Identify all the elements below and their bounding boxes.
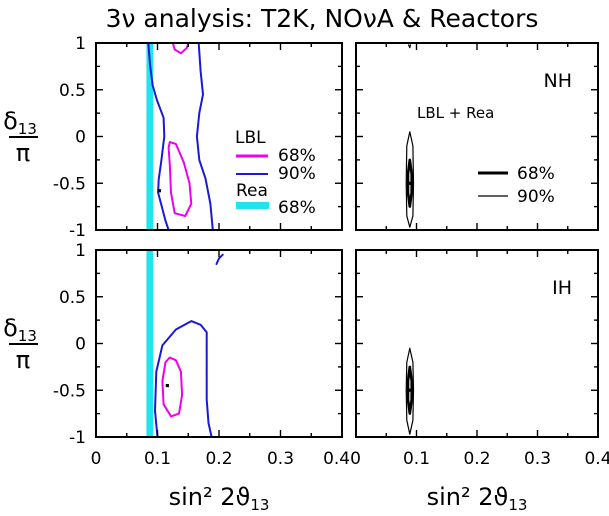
x-tick-label: 0.1 [403, 449, 430, 469]
y-axis-denominator: π [16, 346, 30, 374]
best-fit-point [157, 189, 161, 193]
figure-title: 3ν analysis: T2K, NOνA & Reactors [106, 4, 539, 33]
panel-1: 1 0.5 0 -0.5 -1 [53, 34, 343, 241]
y-axis-numerator: δ13 [3, 314, 37, 345]
x-tick-label: 0.1 [144, 449, 171, 469]
reactor-band [146, 43, 154, 230]
legend-combined-label: LBL + Rea [417, 104, 494, 122]
combined-68-contour [406, 158, 413, 208]
panel-2: NH [355, 42, 599, 231]
lbl-90-contour [154, 320, 213, 438]
legend-rea-swatch [236, 202, 269, 209]
x-axis-title-left: sin² 2ϑ13 [169, 483, 270, 514]
y-tick-label: -1 [69, 428, 86, 448]
y-tick-label: 0.5 [59, 81, 86, 101]
x-tick-label: 0.2 [205, 449, 232, 469]
x-tick-label: 0 [91, 449, 102, 469]
combined-90-contour [408, 44, 411, 49]
lbl-68-contour [167, 141, 193, 217]
panel-4: IH [355, 249, 599, 438]
panel-frame [95, 249, 343, 438]
hierarchy-label: NH [544, 70, 573, 92]
combined-90-contour [405, 131, 415, 228]
y-tick-label: 0 [75, 128, 86, 148]
best-fit-point [408, 388, 412, 392]
y-axis-numerator: δ13 [3, 107, 37, 138]
x-tick-label: 0.40 [323, 449, 361, 469]
panels-group: 1 0.5 0 -0.5 -1 NH 1 0.5 0 -0.5 -1 IH [53, 34, 599, 448]
lbl-68-contour [161, 356, 184, 418]
panel-3: 1 0.5 0 -0.5 -1 [53, 241, 343, 448]
y-tick-label: -0.5 [53, 381, 86, 401]
y-tick-label: 1 [75, 34, 86, 54]
x-tick-label: 0.3 [524, 449, 551, 469]
y-tick-label: 0.5 [59, 288, 86, 308]
legend-rea68-text: 68% [278, 198, 316, 218]
lbl-68-contour [171, 42, 190, 55]
y-tick-label: -0.5 [53, 174, 86, 194]
combined-90-contour [405, 347, 415, 435]
y-tick-label: -1 [69, 221, 86, 241]
legend-combined90-text: 90% [517, 187, 555, 207]
lbl-90-contour [147, 42, 170, 231]
legend-rea-label: Rea [236, 181, 268, 201]
legend-lbl-label: LBL [235, 128, 266, 148]
best-fit-point [408, 181, 412, 185]
y-axis-denominator: π [16, 139, 30, 167]
reactor-band [146, 250, 154, 437]
legend-combined68-text: 68% [517, 164, 555, 184]
legend-lbl68-text: 68% [278, 146, 316, 166]
x-tick-label: 0.4 [584, 449, 609, 469]
hierarchy-label: IH [552, 277, 572, 299]
x-axis-title-right: sin² 2ϑ13 [427, 483, 528, 514]
best-fit-point [165, 383, 169, 388]
lbl-90-contour [195, 42, 214, 231]
legend-lbl90-text: 90% [278, 164, 316, 184]
lbl-90-contour [215, 253, 224, 265]
x-tick-label: 0.3 [267, 449, 294, 469]
x-tick-label: 0.2 [463, 449, 490, 469]
combined-68-contour [406, 365, 413, 415]
y-tick-label: 1 [75, 241, 86, 261]
y-tick-label: 0 [75, 335, 86, 355]
